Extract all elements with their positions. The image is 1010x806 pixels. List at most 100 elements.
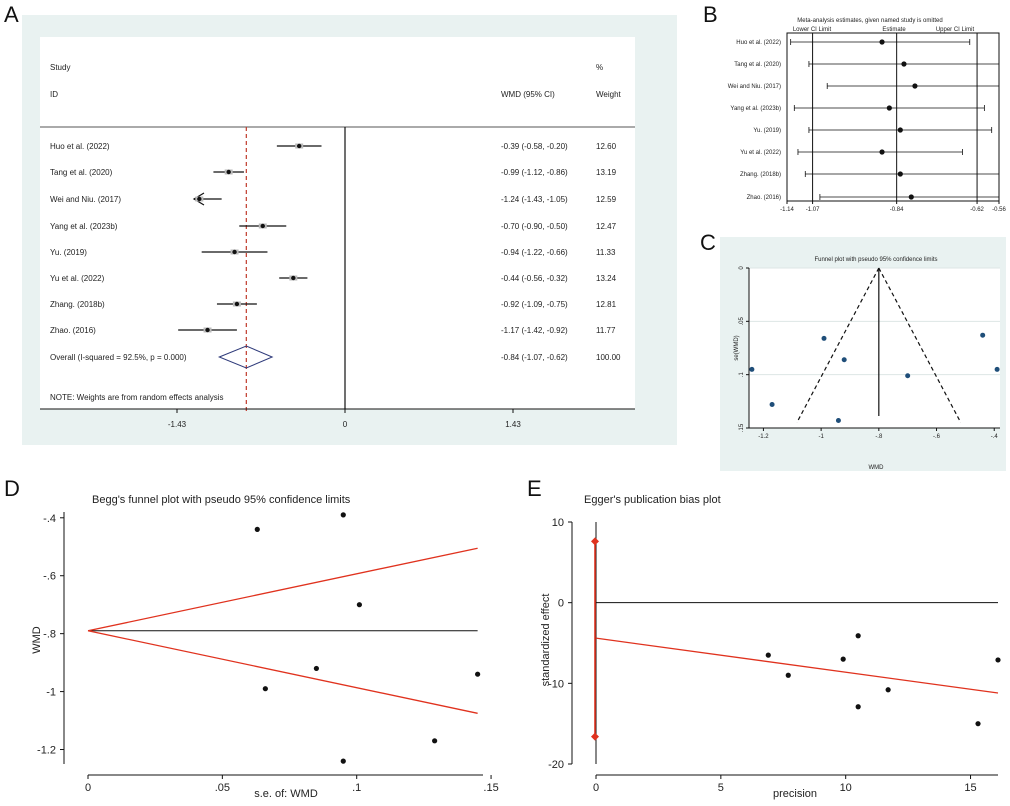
begg-y-label: WMD xyxy=(31,626,43,654)
begg-point xyxy=(262,686,268,692)
forest-weight-text: 13.24 xyxy=(596,274,617,283)
funnel-point xyxy=(769,402,775,408)
funnel-y-tick-label: 0 xyxy=(739,266,745,270)
egger-point xyxy=(785,672,791,678)
egger-y-label: standardized effect xyxy=(540,594,552,687)
sensitivity-study-label: Wei and Niu. (2017) xyxy=(728,84,781,90)
funnel-point xyxy=(905,373,911,379)
panel-a-plot-area xyxy=(40,37,635,409)
forest-header-weight: Weight xyxy=(596,90,622,99)
sensitivity-study-label: Huo et al. (2022) xyxy=(736,40,781,46)
forest-weight-text: 12.47 xyxy=(596,222,617,231)
egger-y-tick-label: 10 xyxy=(552,517,564,529)
forest-study-label: Zhao. (2016) xyxy=(50,326,96,335)
forest-point xyxy=(197,196,202,202)
begg-point xyxy=(432,738,438,744)
funnel-y-label: se(WMD) xyxy=(734,335,740,360)
begg-x-tick-label: 0 xyxy=(85,782,91,794)
panel-letter-d: D xyxy=(4,476,20,501)
funnel-y-tick-label: .1 xyxy=(739,372,745,378)
forest-overall-diamond xyxy=(217,345,274,369)
panel-b: B Meta-analysis estimates, given named s… xyxy=(703,2,1006,213)
funnel-x-tick-label: -.4 xyxy=(991,434,999,440)
forest-ci-text: -0.70 (-0.90, -0.50) xyxy=(501,222,568,231)
begg-point xyxy=(356,602,362,608)
begg-y-tick-label: -.6 xyxy=(43,571,56,583)
sensitivity-study-label: Yu. (2019) xyxy=(753,128,781,134)
forest-overall-label: Overall (I-squared = 92.5%, p = 0.000) xyxy=(50,353,187,362)
funnel-x-tick-label: -.6 xyxy=(933,434,941,440)
egger-y-tick-label: -10 xyxy=(548,678,564,690)
begg-title: Begg's funnel plot with pseudo 95% confi… xyxy=(92,494,351,506)
begg-lower-limit-line xyxy=(87,630,478,714)
forest-ci-text: -0.99 (-1.12, -0.86) xyxy=(501,168,568,177)
forest-rows: Huo et al. (2022) -0.39 (-0.58, -0.20) 12.… xyxy=(50,127,621,412)
forest-weight-text: 11.77 xyxy=(596,326,616,335)
egger-x-tick-label: 5 xyxy=(718,782,724,794)
begg-y-tick-label: -1.2 xyxy=(37,745,56,757)
egger-intercept-ci-marker xyxy=(591,537,599,546)
panel-letter-e: E xyxy=(527,476,542,501)
begg-upper-limit-line xyxy=(87,547,478,632)
begg-point xyxy=(475,671,481,677)
sensitivity-legend-lower: Lower CI Limit xyxy=(793,27,832,33)
sensitivity-study-label: Zhang. (2018b) xyxy=(740,172,781,178)
forest-ci-text: -0.92 (-1.09, -0.75) xyxy=(501,300,568,309)
forest-ci-text: -1.17 (-1.42, -0.92) xyxy=(501,326,568,335)
sensitivity-point xyxy=(879,39,885,45)
forest-x-tick-label: 0 xyxy=(343,420,348,429)
egger-plot: 10 0 -10 -20 0 5 10 15 xyxy=(548,517,1001,794)
forest-x-tick-label: -1.43 xyxy=(168,420,187,429)
funnel-point xyxy=(980,332,986,338)
sensitivity-x-tick-label: -1.07 xyxy=(806,207,820,213)
sensitivity-plot: Huo et al. (2022) Tang et al. (2020) Wei a… xyxy=(728,32,1006,213)
forest-study-label: Huo et al. (2022) xyxy=(50,142,110,151)
forest-ci-text: -0.94 (-1.22, -0.66) xyxy=(501,248,568,257)
forest-header-study: Study xyxy=(50,63,70,72)
panel-a: A Study ID WMD (95% CI) % Weight Huo et … xyxy=(4,2,677,445)
funnel-title: Funnel plot with pseudo 95% confidence l… xyxy=(814,257,937,263)
egger-point xyxy=(855,704,861,710)
egger-x-label: precision xyxy=(773,788,817,800)
begg-plot: -.4 -.6 -.8 -1 -1.2 0 .05 .1 .15 xyxy=(37,512,499,794)
forest-arrow-left xyxy=(192,192,205,206)
panel-letter-a: A xyxy=(4,2,19,27)
forest-point xyxy=(291,275,296,281)
begg-point xyxy=(313,665,320,672)
begg-point xyxy=(340,512,346,518)
funnel-x-tick-label: -1.2 xyxy=(758,434,769,440)
begg-y-tick-label: -.8 xyxy=(43,629,56,641)
egger-point xyxy=(855,633,861,639)
forest-weight-text: 12.81 xyxy=(596,300,617,309)
egger-intercept-ci-marker xyxy=(591,732,599,741)
forest-study-label: Wei and Niu. (2017) xyxy=(50,195,121,204)
begg-y-tick-label: -.4 xyxy=(43,513,56,525)
funnel-pseudo-ci-right xyxy=(878,267,962,423)
funnel-x-label: WMD xyxy=(869,465,885,471)
begg-x-label: s.e. of: WMD xyxy=(254,788,318,800)
forest-weight-text: 12.59 xyxy=(596,195,617,204)
forest-study-label: Tang et al. (2020) xyxy=(50,168,113,177)
egger-point xyxy=(840,656,846,662)
sensitivity-legend-estimate: Estimate xyxy=(882,27,906,33)
forest-ci-text: -0.39 (-0.58, -0.20) xyxy=(501,142,568,151)
begg-x-tick-label: .15 xyxy=(483,782,498,794)
forest-ci-text: -0.44 (-0.56, -0.32) xyxy=(501,274,568,283)
sensitivity-study-label: Yu et al. (2022) xyxy=(740,150,781,156)
forest-header-id: ID xyxy=(50,90,58,99)
forest-point xyxy=(260,223,265,229)
forest-ci-text: -1.24 (-1.43, -1.05) xyxy=(501,195,568,204)
forest-study-label: Yu. (2019) xyxy=(50,248,87,257)
egger-point xyxy=(885,687,891,693)
forest-point xyxy=(296,143,302,149)
sensitivity-point xyxy=(897,127,903,133)
forest-point xyxy=(232,249,237,255)
egger-title: Egger's publication bias plot xyxy=(584,494,721,506)
panel-c: C Funnel plot with pseudo 95% confidence… xyxy=(700,230,1006,471)
sensitivity-point xyxy=(897,171,903,177)
funnel-x-tick-label: -1 xyxy=(818,434,824,440)
forest-x-axis: -1.43 0 1.43 xyxy=(40,408,635,429)
panel-d: D Begg's funnel plot with pseudo 95% con… xyxy=(4,476,499,800)
funnel-plot: 0 .05 .1 .15 -1.2 -1 -.8 -.6 -.4 xyxy=(739,266,1000,440)
